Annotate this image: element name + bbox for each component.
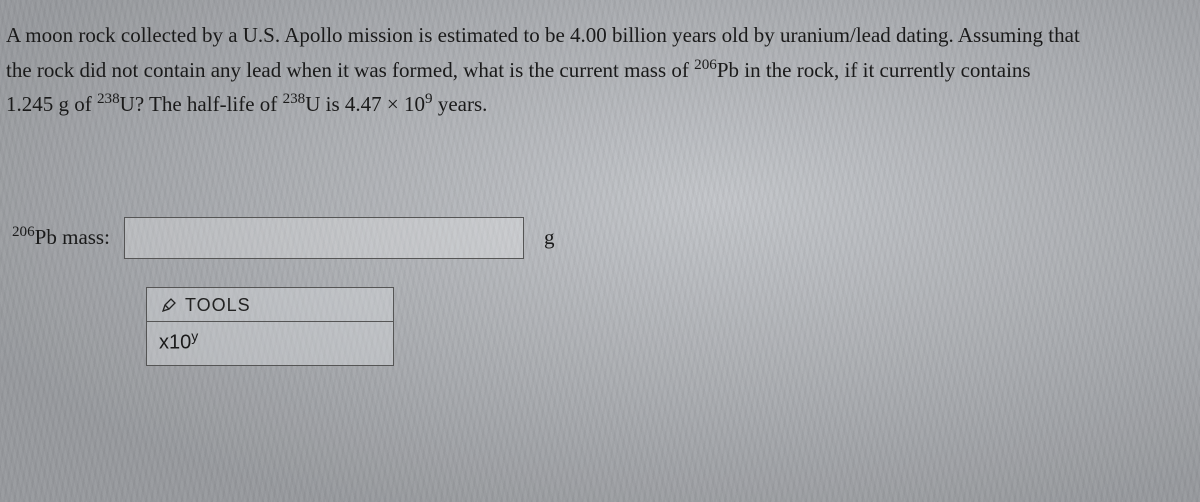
- q-line3c: is 4.47 × 10: [320, 92, 425, 116]
- u2-superscript: 238: [283, 91, 306, 107]
- q-line3b: ? The half-life of: [135, 92, 283, 116]
- pencil-icon: [161, 297, 177, 313]
- mass-input[interactable]: [124, 217, 524, 259]
- exp-9: 9: [425, 91, 433, 107]
- tools-header: TOOLS: [147, 288, 393, 321]
- answer-label-sym: Pb: [35, 225, 57, 249]
- answer-row: 206Pb mass: g: [12, 217, 1190, 259]
- u-symbol-2: U: [305, 92, 320, 116]
- sci-prefix: x10: [159, 332, 191, 354]
- answer-label-text: mass:: [57, 225, 110, 249]
- u1-superscript: 238: [97, 91, 120, 107]
- pb-superscript: 206: [694, 57, 717, 73]
- question-text: A moon rock collected by a U.S. Apollo m…: [6, 18, 1190, 122]
- q-line1: A moon rock collected by a U.S. Apollo m…: [6, 23, 1080, 47]
- unit-label: g: [544, 225, 555, 250]
- sci-exponent: y: [191, 328, 198, 344]
- tools-panel: TOOLS x10y: [146, 287, 394, 366]
- pb-symbol: Pb: [717, 58, 739, 82]
- q-line3d: years.: [433, 92, 488, 116]
- q-line2b: in the rock, if it currently contains: [739, 58, 1031, 82]
- q-line3a: 1.245 g of: [6, 92, 97, 116]
- answer-label-sup: 206: [12, 224, 35, 240]
- u-symbol-1: U: [120, 92, 135, 116]
- tools-header-text: TOOLS: [185, 295, 251, 316]
- q-line2a: the rock did not contain any lead when i…: [6, 58, 694, 82]
- scientific-notation-button[interactable]: x10y: [147, 321, 393, 365]
- answer-label: 206Pb mass:: [12, 225, 110, 250]
